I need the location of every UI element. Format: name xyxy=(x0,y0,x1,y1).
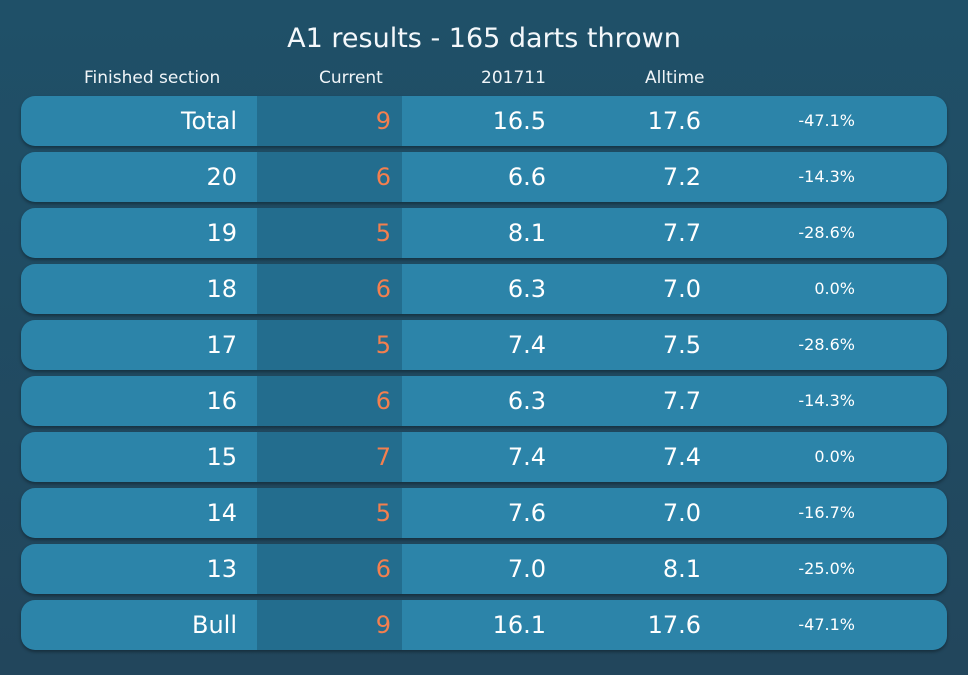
current-value: 7 xyxy=(375,443,391,471)
month-value: 16.5 xyxy=(492,107,546,135)
month-value: 6.6 xyxy=(507,163,546,191)
alltime-value: 17.6 xyxy=(647,611,701,639)
change-percent: 0.0% xyxy=(814,447,855,466)
change-percent: -28.6% xyxy=(798,335,855,354)
change-percent: -14.3% xyxy=(798,167,855,186)
alltime-value: 7.2 xyxy=(662,163,701,191)
alltime-value: 7.7 xyxy=(662,219,701,247)
results-table: Total 9 16.5 17.6 -47.1% 20 6 6.6 7.2 -1… xyxy=(21,96,947,656)
table-row: Bull 9 16.1 17.6 -47.1% xyxy=(21,600,947,650)
change-percent: -47.1% xyxy=(798,111,855,130)
current-column-band xyxy=(257,96,402,146)
current-column-band xyxy=(257,488,402,538)
current-value: 6 xyxy=(375,275,391,303)
current-value: 9 xyxy=(375,611,391,639)
alltime-value: 7.7 xyxy=(662,387,701,415)
month-value: 7.0 xyxy=(507,555,546,583)
row-label: Total xyxy=(180,107,237,135)
month-value: 8.1 xyxy=(507,219,546,247)
alltime-value: 7.0 xyxy=(662,275,701,303)
row-label: 14 xyxy=(206,499,237,527)
row-label: 18 xyxy=(206,275,237,303)
month-value: 7.4 xyxy=(507,443,546,471)
alltime-value: 7.5 xyxy=(662,331,701,359)
header-current: Current xyxy=(319,68,383,88)
current-value: 6 xyxy=(375,555,391,583)
current-column-band xyxy=(257,152,402,202)
alltime-value: 7.4 xyxy=(662,443,701,471)
alltime-value: 17.6 xyxy=(647,107,701,135)
table-row: Total 9 16.5 17.6 -47.1% xyxy=(21,96,947,146)
month-value: 16.1 xyxy=(492,611,546,639)
current-value: 5 xyxy=(375,219,391,247)
table-row: 17 5 7.4 7.5 -28.6% xyxy=(21,320,947,370)
row-label: 13 xyxy=(206,555,237,583)
current-column-band xyxy=(257,320,402,370)
table-row: 18 6 6.3 7.0 0.0% xyxy=(21,264,947,314)
month-value: 6.3 xyxy=(507,275,546,303)
table-row: 15 7 7.4 7.4 0.0% xyxy=(21,432,947,482)
header-month: 201711 xyxy=(481,68,546,88)
change-percent: -14.3% xyxy=(798,391,855,410)
month-value: 6.3 xyxy=(507,387,546,415)
alltime-value: 7.0 xyxy=(662,499,701,527)
row-label: 20 xyxy=(206,163,237,191)
table-row: 14 5 7.6 7.0 -16.7% xyxy=(21,488,947,538)
page-title: A1 results - 165 darts thrown xyxy=(287,23,681,54)
change-percent: -28.6% xyxy=(798,223,855,242)
row-label: Bull xyxy=(191,611,237,639)
row-label: 15 xyxy=(206,443,237,471)
current-value: 9 xyxy=(375,107,391,135)
header-finished-section: Finished section xyxy=(84,68,221,88)
current-column-band xyxy=(257,264,402,314)
month-value: 7.4 xyxy=(507,331,546,359)
current-value: 5 xyxy=(375,331,391,359)
table-row: 20 6 6.6 7.2 -14.3% xyxy=(21,152,947,202)
row-label: 17 xyxy=(206,331,237,359)
change-percent: -47.1% xyxy=(798,615,855,634)
table-row: 19 5 8.1 7.7 -28.6% xyxy=(21,208,947,258)
current-column-band xyxy=(257,376,402,426)
header-alltime: Alltime xyxy=(645,68,705,88)
table-row: 16 6 6.3 7.7 -14.3% xyxy=(21,376,947,426)
month-value: 7.6 xyxy=(507,499,546,527)
row-label: 19 xyxy=(206,219,237,247)
alltime-value: 8.1 xyxy=(662,555,701,583)
change-percent: -16.7% xyxy=(798,503,855,522)
current-column-band xyxy=(257,432,402,482)
current-column-band xyxy=(257,544,402,594)
current-value: 6 xyxy=(375,163,391,191)
current-column-band xyxy=(257,208,402,258)
row-label: 16 xyxy=(206,387,237,415)
current-value: 5 xyxy=(375,499,391,527)
change-percent: 0.0% xyxy=(814,279,855,298)
current-column-band xyxy=(257,600,402,650)
current-value: 6 xyxy=(375,387,391,415)
table-row: 13 6 7.0 8.1 -25.0% xyxy=(21,544,947,594)
change-percent: -25.0% xyxy=(798,559,855,578)
